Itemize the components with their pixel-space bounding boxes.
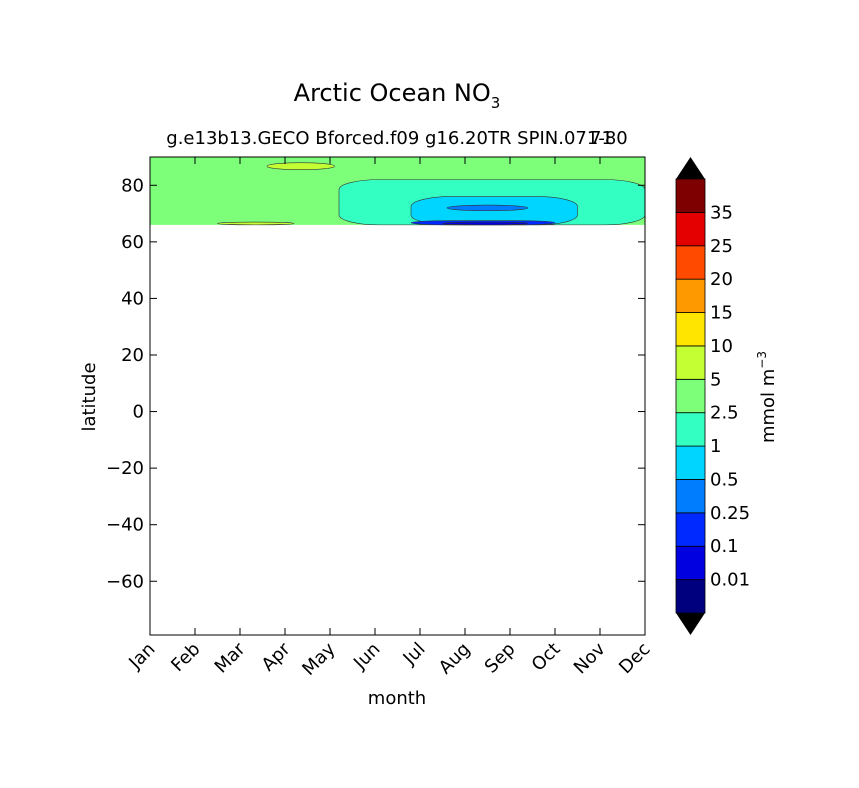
colorbar-tick-label: 0.5: [710, 469, 739, 490]
colorbar-segment: [675, 378, 706, 414]
colorbar-tick-label: 0.01: [710, 570, 750, 591]
plot-frame: [149, 156, 646, 636]
colorbar-tick-label: 0.1: [710, 536, 739, 557]
colorbar-segment: [675, 479, 706, 514]
colorbar-segment: [675, 211, 706, 247]
x-tick-label: Feb: [167, 639, 204, 676]
colorbar-extend-min: [676, 613, 705, 635]
x-axis: Jan Feb Mar Apr May Jun Jul Aug Sep Oct Nov Dec: [124, 157, 655, 680]
colorbar-segment: [675, 178, 706, 213]
colorbar-label-text: mmol m: [758, 369, 779, 443]
colorbar-segment: [675, 579, 706, 614]
colorbar-tick-label: 20: [710, 269, 733, 290]
colorbar-tick-label: 25: [710, 236, 733, 257]
x-axis-label: month: [368, 688, 426, 709]
colorbar-label-exponent: −3: [755, 351, 769, 369]
y-tick-label: 0: [133, 402, 144, 423]
contour-region-0.25-0.5: [446, 204, 529, 212]
colorbar-segment: [675, 345, 706, 380]
colorbar: 0.01 0.1 0.25 0.5 1 2.5 5 10 15 20 25 35: [675, 157, 750, 635]
x-tick-label: Nov: [570, 638, 610, 678]
x-tick-label: Aug: [435, 639, 475, 679]
colorbar-tick-label: 15: [710, 303, 733, 324]
contour-region-5-10: [266, 162, 335, 171]
chart-subtitle-overlap: 71: [590, 128, 613, 149]
colorbar-segment: [675, 445, 706, 480]
y-tick-label: −40: [106, 515, 144, 536]
x-tick-label: Oct: [528, 639, 565, 676]
x-tick-label: Mar: [211, 638, 250, 677]
x-tick-label: Sep: [481, 639, 520, 678]
y-tick-label: 40: [121, 288, 144, 309]
x-tick-label: May: [298, 638, 339, 679]
chart-title-subscript: 3: [491, 94, 501, 112]
colorbar-segment: [675, 512, 706, 547]
x-tick-label: Jan: [124, 639, 159, 674]
colorbar-tick-label: 0.25: [710, 503, 750, 524]
y-tick-label: 60: [121, 232, 144, 253]
colorbar-segment: [675, 278, 706, 313]
x-tick-label: Apr: [258, 638, 295, 675]
x-tick-label: Dec: [615, 639, 654, 678]
colorbar-extend-max: [676, 157, 705, 179]
contour-layer: [150, 157, 645, 226]
x-tick-label: Jul: [399, 639, 430, 670]
y-tick-label: −60: [106, 571, 144, 592]
colorbar-tick-label: 5: [710, 369, 721, 390]
colorbar-tick-label: 10: [710, 336, 733, 357]
y-tick-label: −20: [106, 458, 144, 479]
y-axis-label: latitude: [79, 362, 100, 431]
contour-region-5-10: [217, 221, 295, 226]
colorbar-segment: [675, 412, 706, 447]
chart-subtitle: g.e13b13.GECO Bforced.f09 g16.20TR SPIN.…: [166, 128, 627, 149]
colorbar-tick-label: 2.5: [710, 403, 739, 424]
colorbar-segment: [675, 545, 706, 581]
chart-title-text: Arctic Ocean NO: [294, 79, 491, 107]
x-tick-label: Jun: [349, 639, 384, 674]
colorbar-label: mmol m−3: [755, 351, 779, 443]
y-tick-label: 20: [121, 345, 144, 366]
colorbar-segment: [675, 312, 706, 347]
colorbar-tick-label: 35: [710, 202, 733, 223]
y-tick-label: 80: [121, 175, 144, 196]
chart-title: Arctic Ocean NO3: [294, 79, 501, 112]
y-axis: −60 −40 −20 0 20 40 60 80: [106, 175, 645, 592]
contour-region-0.01-0.1: [442, 221, 529, 226]
colorbar-tick-label: 1: [710, 436, 721, 457]
colorbar-segment: [675, 245, 706, 280]
